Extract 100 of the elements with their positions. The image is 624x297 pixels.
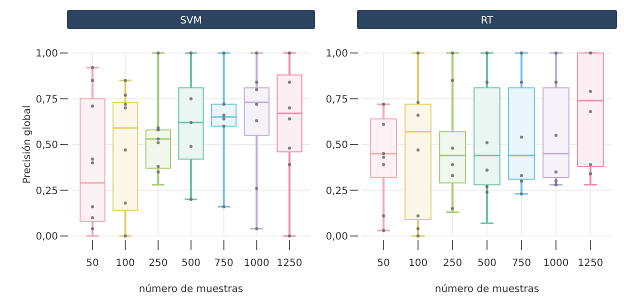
point xyxy=(520,180,524,183)
point xyxy=(222,102,226,106)
point xyxy=(416,148,420,152)
point xyxy=(382,214,386,218)
point xyxy=(156,51,160,55)
x-tick-label: 100 xyxy=(408,258,428,269)
point xyxy=(156,170,160,174)
y-tick-label: 0,00 xyxy=(326,232,348,242)
point xyxy=(485,168,489,172)
point xyxy=(382,163,386,166)
point xyxy=(288,163,292,166)
point xyxy=(416,114,420,117)
point xyxy=(189,120,193,124)
point xyxy=(450,146,454,150)
x-axis-title: número de muestras xyxy=(138,284,244,295)
y-tick-label: 0,75 xyxy=(36,94,58,106)
point xyxy=(222,114,226,117)
point xyxy=(485,190,489,194)
point xyxy=(288,234,292,238)
point xyxy=(255,227,258,230)
point xyxy=(90,205,94,208)
y-tick-label: 0,25 xyxy=(326,186,348,197)
point xyxy=(124,78,127,82)
point xyxy=(222,117,226,120)
point xyxy=(255,102,258,106)
point xyxy=(90,104,94,108)
y-tick-label: 0,50 xyxy=(36,140,58,151)
x-tick-label: 50 xyxy=(377,258,390,269)
point xyxy=(189,198,193,201)
x-tick-label: 1250 xyxy=(578,258,604,269)
point xyxy=(288,80,292,84)
point xyxy=(90,78,94,82)
point xyxy=(124,93,127,97)
point xyxy=(520,174,524,178)
point xyxy=(288,51,292,55)
point xyxy=(416,51,420,55)
chart-title: RT xyxy=(480,16,494,26)
point xyxy=(189,51,193,55)
point xyxy=(520,136,524,139)
point xyxy=(255,80,258,84)
point xyxy=(554,80,558,84)
point xyxy=(124,234,127,238)
x-tick-label: 1250 xyxy=(276,258,302,269)
point xyxy=(382,156,386,159)
point xyxy=(588,163,592,166)
point xyxy=(222,51,226,55)
point xyxy=(124,102,127,106)
point xyxy=(450,78,454,82)
point xyxy=(90,66,94,70)
x-tick-label: 750 xyxy=(214,258,234,269)
point xyxy=(382,102,386,106)
point xyxy=(382,122,386,126)
y-tick-label: 1,00 xyxy=(36,48,58,60)
y-tick-label: 0,25 xyxy=(36,186,58,197)
x-tick-label: 500 xyxy=(181,258,201,269)
point xyxy=(520,80,524,84)
point xyxy=(520,192,524,196)
point xyxy=(416,227,420,230)
point xyxy=(189,144,193,148)
point xyxy=(382,228,386,232)
y-axis-title: Precisión global xyxy=(22,105,33,184)
point xyxy=(156,137,160,141)
y-tick-label: 1,00 xyxy=(326,48,348,60)
point xyxy=(588,110,592,114)
point xyxy=(255,119,258,122)
point xyxy=(554,180,558,183)
point xyxy=(520,51,524,55)
x-tick-label: 750 xyxy=(512,258,532,269)
x-tick-label: 250 xyxy=(148,258,168,269)
point xyxy=(416,100,420,104)
point xyxy=(485,184,489,188)
point xyxy=(124,201,127,205)
point xyxy=(90,161,94,164)
point xyxy=(554,183,558,186)
point xyxy=(222,124,226,128)
point xyxy=(554,51,558,55)
point xyxy=(124,148,127,152)
point xyxy=(450,206,454,210)
point xyxy=(222,205,226,208)
point xyxy=(450,51,454,55)
y-tick-label: 0,50 xyxy=(326,140,348,151)
x-tick-label: 100 xyxy=(116,258,135,269)
y-tick-label: 0,00 xyxy=(36,232,58,242)
x-tick-label: 1000 xyxy=(543,258,569,269)
point xyxy=(189,97,193,100)
point xyxy=(288,146,292,150)
x-tick-label: 250 xyxy=(442,258,462,269)
point xyxy=(255,186,258,190)
point xyxy=(382,152,386,156)
point xyxy=(588,51,592,55)
point xyxy=(255,51,258,55)
point xyxy=(90,216,94,220)
point xyxy=(124,106,127,110)
x-tick-label: 50 xyxy=(86,258,99,269)
point xyxy=(90,158,94,161)
point xyxy=(588,90,592,94)
y-tick-label: 0,75 xyxy=(326,94,348,106)
point xyxy=(90,227,94,230)
point xyxy=(156,141,160,144)
x-axis-title: número de muestras xyxy=(434,284,540,295)
